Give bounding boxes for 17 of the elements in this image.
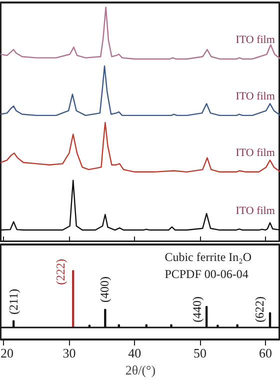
text: Cubic ferrite In₂O	[164, 250, 252, 264]
annotation: (211)	[6, 288, 21, 314]
annotation: ITO film	[236, 147, 276, 160]
annotation: (622)	[252, 296, 267, 322]
annotation: ITO film	[236, 34, 276, 46]
x-tick-label: 30	[62, 346, 76, 360]
annotation: ITO film	[236, 90, 276, 103]
annotation: (440)	[190, 296, 204, 322]
x-axis-title: 2θ/(°)	[125, 362, 156, 378]
annotation: (222)	[54, 258, 68, 285]
annotation: (400)	[98, 276, 112, 303]
x-tick-label: 60	[258, 346, 272, 360]
x-tick-label: 20	[0, 346, 14, 360]
x-tick-label: 40	[128, 346, 142, 360]
x-tick-label: 50	[194, 346, 207, 360]
annotation: PCPDF 00-06-04	[164, 266, 248, 281]
annotation: ITO film	[236, 205, 276, 218]
